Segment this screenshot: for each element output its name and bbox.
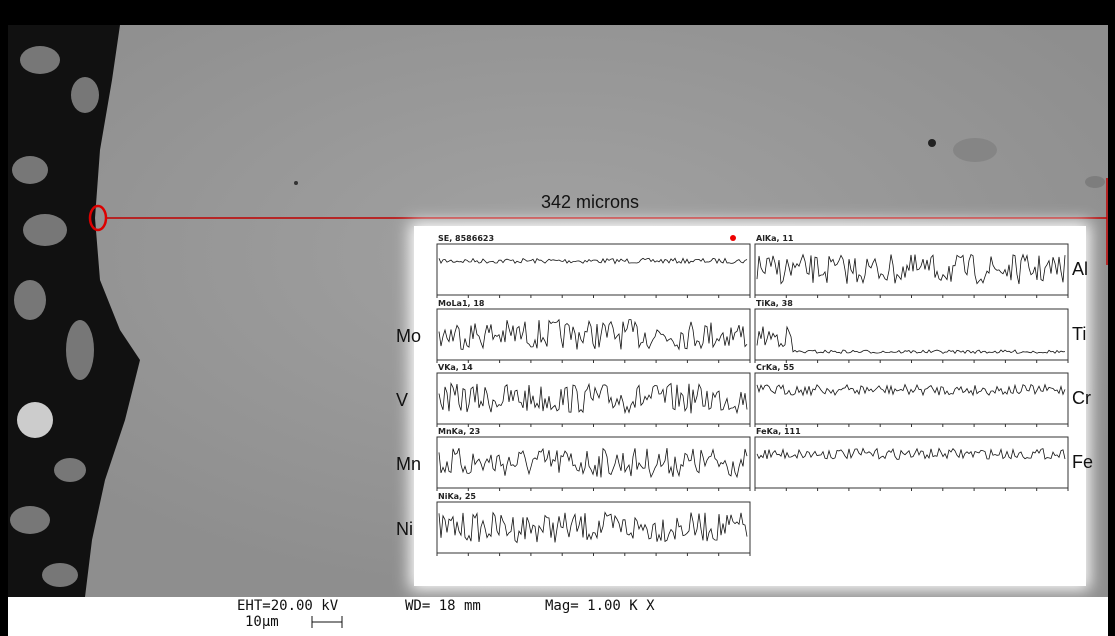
scale-bar: [311, 616, 343, 628]
trace: [756, 383, 1066, 397]
element-label: Mo: [396, 326, 421, 346]
element-label: Ti: [1072, 324, 1086, 344]
element-label: Al: [1072, 259, 1088, 279]
panel-header: SE, 8586623: [438, 234, 494, 243]
element-label: Cr: [1072, 388, 1091, 408]
start-marker: [88, 204, 108, 232]
particles: [10, 46, 99, 587]
element-label: V: [396, 390, 408, 410]
measure-label: 342 microns: [541, 192, 639, 212]
trace: [438, 447, 748, 479]
panel-header: MnKa, 23: [438, 427, 480, 436]
scale-label: 10µm: [245, 614, 279, 630]
panel-header: CrKa, 55: [756, 363, 795, 372]
panel-header: MoLa1, 18: [438, 299, 485, 308]
element-label: Mn: [396, 454, 421, 474]
panel-header: NiKa, 25: [438, 492, 476, 501]
wd: WD= 18 mm: [405, 598, 481, 614]
trace: [438, 382, 748, 415]
cursor-dot: [730, 235, 736, 241]
panel-header: AlKa, 11: [756, 234, 794, 243]
trace: [438, 511, 748, 544]
panel-header: FeKa, 111: [756, 427, 801, 436]
trace: [438, 318, 748, 351]
line-scans: SE, 8586623 MoLa1, 18 Mo VKa, 14 V MnKa, 23 Mn…: [396, 234, 1093, 556]
trace: [756, 253, 1066, 285]
panel-header: TiKa, 38: [756, 299, 793, 308]
trace: [756, 325, 1066, 354]
mag: Mag= 1.00 K X: [545, 598, 655, 614]
element-label: Ni: [396, 519, 413, 539]
footer-bar: [8, 597, 1108, 636]
specks: [294, 138, 1105, 188]
panel-header: VKa, 14: [438, 363, 473, 372]
trace: [756, 447, 1066, 460]
element-label: Fe: [1072, 452, 1093, 472]
eht: EHT=20.00 kV: [237, 598, 339, 614]
trace: [438, 257, 748, 265]
